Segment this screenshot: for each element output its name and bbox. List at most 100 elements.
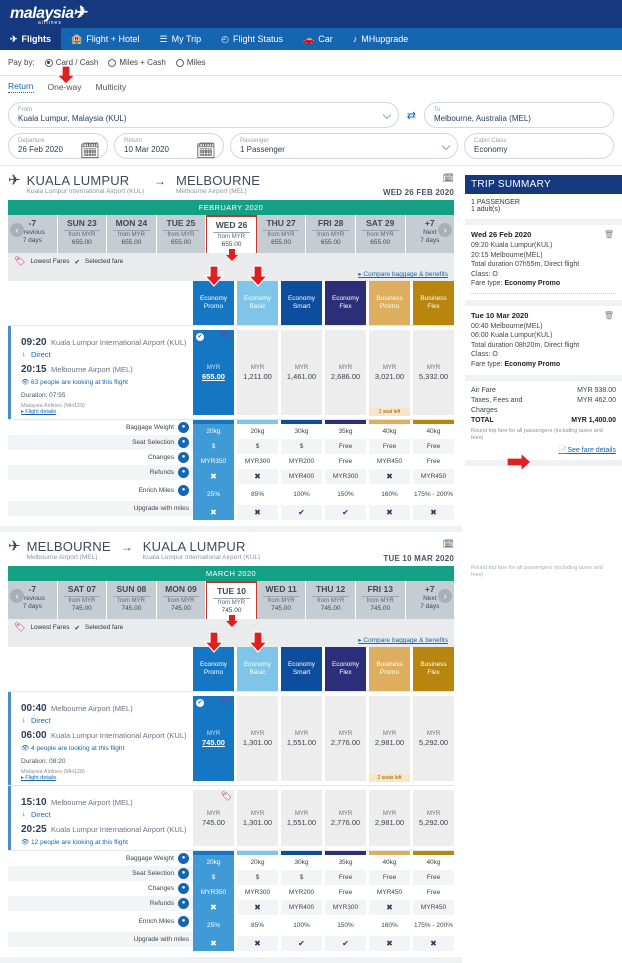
benefit-value: Free bbox=[426, 443, 441, 450]
delete-icon[interactable]: 🗑 bbox=[603, 310, 614, 320]
price-cell[interactable]: MYR 1,551.00 bbox=[281, 696, 322, 781]
flight-details-link[interactable]: ▸ Flight details bbox=[21, 775, 57, 781]
benefit-value: MYR400 bbox=[288, 473, 315, 480]
nav-item-my-trip[interactable]: ☰ My Trip bbox=[150, 28, 212, 50]
fare-class-smart-header[interactable]: Economy Smart bbox=[281, 647, 322, 691]
previous-week-button[interactable]: -7 Previous 7 days ‹ bbox=[8, 215, 58, 253]
price-cell[interactable]: MYR 1,301.00 bbox=[237, 696, 278, 781]
price-cell[interactable]: MYR 3,021.00 1 seat left bbox=[369, 330, 410, 416]
price-cell[interactable]: ✔ 🏷 MYR 745.00 bbox=[193, 696, 234, 781]
day-option[interactable]: MON 09 from MYR 745.00 bbox=[157, 581, 207, 619]
segment-arrival: 06:00 Kuala Lumpur(KUL) bbox=[471, 332, 553, 339]
trip-type-one-way[interactable]: One-way bbox=[47, 82, 82, 92]
price-cell[interactable]: MYR 2,981.00 2 seats left bbox=[369, 696, 410, 782]
pay-option-card-cash[interactable]: Card / Cash bbox=[44, 58, 98, 67]
day-option[interactable]: WED 26 from MYR 655.00 bbox=[206, 215, 257, 253]
price-cells: ✔ 🏷 MYR 655.00 MYR 1,211.00 MYR 1,461.00 MYR 2,68… bbox=[193, 326, 454, 419]
benefit-value: MYR350 bbox=[200, 889, 227, 896]
trip-type-return[interactable]: Return bbox=[8, 81, 34, 93]
fare-class-basic-header[interactable]: Economy Basic bbox=[237, 281, 278, 325]
fare-class-flex-header[interactable]: Business Flex bbox=[413, 281, 454, 325]
fare-class-promo-header[interactable]: Business Promo bbox=[369, 281, 410, 325]
to-field[interactable]: To Melbourne, Australia (MEL) bbox=[424, 102, 614, 128]
day-option[interactable]: SAT 29 from MYR 655.00 bbox=[356, 215, 406, 253]
malaysia-airlines-logo[interactable]: malaysia✈ airlines bbox=[10, 3, 89, 26]
benefit-cell: 40kg bbox=[369, 424, 410, 439]
day-option[interactable]: TUE 25 from MYR 655.00 bbox=[157, 215, 207, 253]
swap-icon[interactable]: ⇄ bbox=[406, 109, 416, 122]
day-option[interactable]: SUN 23 from MYR 655.00 bbox=[58, 215, 108, 253]
fare-class-flex-header[interactable]: Business Flex bbox=[413, 647, 454, 691]
next-week-label: Next bbox=[423, 595, 437, 602]
day-option[interactable]: SAT 07 from MYR 745.00 bbox=[58, 581, 108, 619]
flight-details-link[interactable]: ▸ Flight details bbox=[21, 409, 57, 415]
flight-info: 09:20 Kuala Lumpur International Airport… bbox=[8, 326, 193, 419]
price-cell[interactable]: MYR 1,301.00 bbox=[237, 790, 278, 846]
day-option[interactable]: FRI 13 from MYR 745.00 bbox=[356, 581, 406, 619]
price-cell[interactable]: MYR 5,292.00 bbox=[413, 696, 454, 781]
fare-class-line1: Economy bbox=[331, 661, 360, 668]
price-cell[interactable]: MYR 2,686.00 bbox=[325, 330, 366, 415]
flight-results: ✈ KUALA LUMPUR Kuala Lumpur International … bbox=[0, 166, 462, 963]
nav-item-flight-status[interactable]: ◴ Flight Status bbox=[211, 28, 293, 50]
departure-field[interactable]: Departure 26 Feb 2020 🗓 bbox=[8, 133, 108, 160]
see-fare-details-link[interactable]: 📄See fare details bbox=[471, 446, 616, 454]
previous-week-button[interactable]: -7 Previous 7 days ‹ bbox=[8, 581, 58, 619]
day-option[interactable]: THU 27 from MYR 655.00 bbox=[257, 215, 307, 253]
fare-class-basic-header[interactable]: Economy Basic bbox=[237, 647, 278, 691]
calendar-icon[interactable]: 🗓 bbox=[442, 539, 454, 549]
compare-baggage-link[interactable]: ▸ Compare baggage & benefits bbox=[8, 633, 454, 647]
benefit-cell: 20kg bbox=[193, 855, 234, 870]
airfare-row: Air Fare MYR 938.00 bbox=[471, 386, 616, 396]
day-option[interactable]: THU 12 from MYR 745.00 bbox=[306, 581, 356, 619]
price-cell[interactable]: MYR 2,776.00 bbox=[325, 790, 366, 846]
nav-item-flights[interactable]: ✈ Flights bbox=[0, 28, 62, 50]
pay-option-miles-cash[interactable]: Miles + Cash bbox=[108, 58, 166, 67]
cross-icon: ✖ bbox=[254, 903, 261, 912]
price-cell[interactable]: MYR 1,551.00 bbox=[281, 790, 322, 846]
currency-label: MYR bbox=[338, 365, 353, 371]
fare-class-smart-header[interactable]: Economy Smart bbox=[281, 281, 322, 325]
airfare-value: MYR 938.00 bbox=[577, 387, 616, 394]
fare-class-promo-header[interactable]: Economy Promo bbox=[193, 281, 234, 325]
day-option[interactable]: FRI 28 from MYR 655.00 bbox=[306, 215, 356, 253]
benefit-cell: ✔ bbox=[281, 936, 322, 951]
day-option[interactable]: WED 11 from MYR 745.00 bbox=[257, 581, 307, 619]
day-price: 655.00 bbox=[221, 241, 242, 248]
price-cell[interactable]: MYR 1,211.00 bbox=[237, 330, 278, 415]
price-cell[interactable]: MYR 5,332.00 bbox=[413, 330, 454, 415]
day-option[interactable]: SUN 08 from MYR 745.00 bbox=[107, 581, 157, 619]
from-value: Kuala Lumpur, Malaysia (KUL) bbox=[18, 114, 127, 123]
day-option[interactable]: TUE 10 from MYR 745.00 bbox=[206, 581, 257, 619]
fare-class-promo-header[interactable]: Economy Promo bbox=[193, 647, 234, 691]
calendar-icon[interactable]: 🗓 bbox=[442, 173, 454, 183]
delete-icon[interactable]: 🗑 bbox=[603, 230, 614, 239]
price-amount: 2,776.00 bbox=[330, 738, 361, 747]
day-option[interactable]: MON 24 from MYR 655.00 bbox=[107, 215, 157, 253]
trip-type-multicity[interactable]: Multicity bbox=[95, 82, 127, 92]
next-week-button[interactable]: +7 Next 7 days › bbox=[405, 215, 455, 253]
from-field[interactable]: From Kuala Lumpur, Malaysia (KUL) bbox=[8, 102, 399, 128]
return-field[interactable]: Return 10 Mar 2020 🗓 bbox=[114, 133, 224, 160]
price-cell[interactable]: MYR 2,776.00 bbox=[325, 696, 366, 781]
price-cell[interactable]: ✔ 🏷 MYR 655.00 bbox=[193, 330, 234, 415]
benefit-cell: 40kg bbox=[413, 424, 454, 439]
price-cell[interactable]: MYR 1,461.00 bbox=[281, 330, 322, 415]
price-cell[interactable]: 🏷 MYR 745.00 bbox=[193, 790, 234, 846]
nav-item-flight-hotel[interactable]: 🏨 Flight + Hotel bbox=[61, 28, 150, 50]
compare-baggage-link[interactable]: ▸ Compare baggage & benefits bbox=[8, 267, 454, 281]
fare-class-flex-header[interactable]: Economy Flex bbox=[325, 647, 366, 691]
fare-class-promo-header[interactable]: Business Promo bbox=[369, 647, 410, 691]
nav-item-car[interactable]: 🚗 Car bbox=[293, 28, 343, 50]
passenger-field[interactable]: Passenger 1 Passenger bbox=[230, 133, 458, 159]
cabin-class-field[interactable]: Cabin Class Economy bbox=[464, 133, 614, 159]
price-cell[interactable]: MYR 2,981.00 bbox=[369, 790, 410, 846]
fare-class-flex-header[interactable]: Economy Flex bbox=[325, 281, 366, 325]
nav-item-mhupgrade[interactable]: ♪ MHupgrade bbox=[343, 28, 419, 50]
next-week-button[interactable]: +7 Next 7 days › bbox=[405, 581, 455, 619]
benefit-value: 85% bbox=[250, 922, 264, 929]
price-cell[interactable]: MYR 5,292.00 bbox=[413, 790, 454, 846]
annotation-arrow-pay-by bbox=[55, 65, 77, 85]
pay-option-miles[interactable]: Miles bbox=[175, 58, 206, 67]
day-label: TUE 25 bbox=[166, 218, 196, 228]
